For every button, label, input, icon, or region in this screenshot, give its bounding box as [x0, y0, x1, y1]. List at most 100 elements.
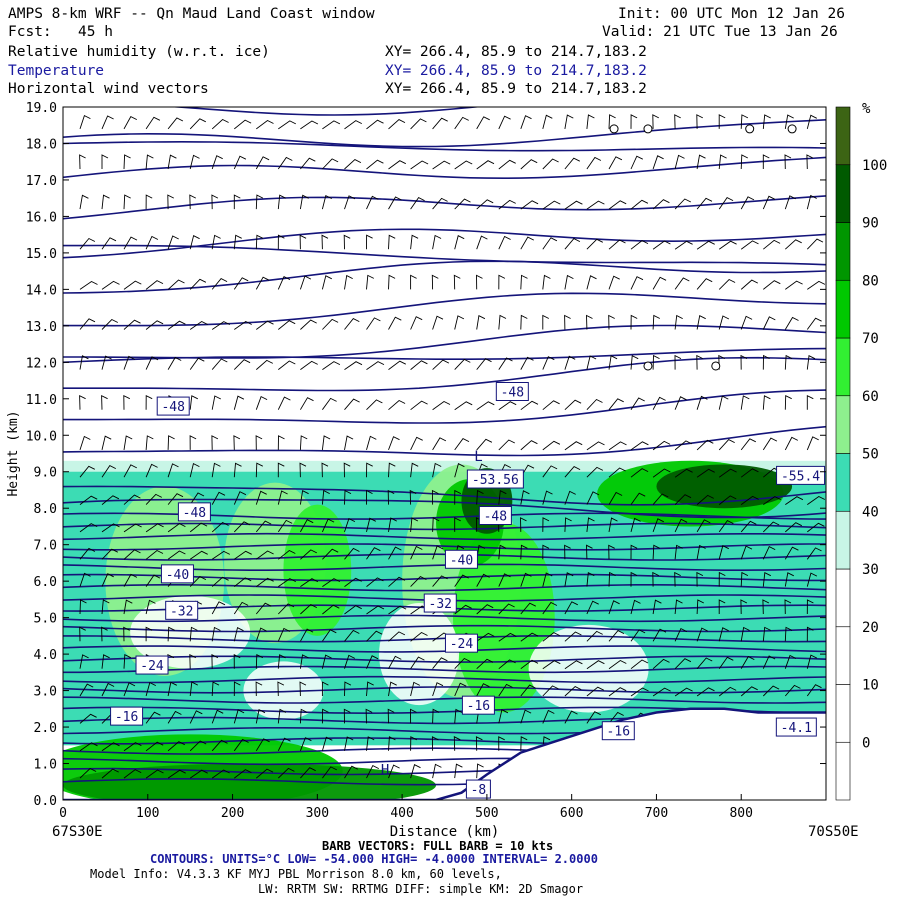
wind-barb [211, 681, 220, 697]
contour-legend: CONTOURS: UNITS=°C LOW= -54.000 HIGH= -4… [150, 852, 598, 866]
wind-barb [630, 114, 638, 129]
wind-barb [542, 400, 560, 411]
wind-barb [101, 115, 114, 130]
wind-barb [674, 658, 692, 670]
wind-barb [101, 548, 119, 560]
wind-barb [167, 710, 182, 724]
wind-barb [410, 545, 423, 560]
wind-barb [299, 490, 309, 505]
wind-barb [300, 578, 319, 587]
temperature-contour [167, 107, 483, 116]
wind-barb [498, 709, 509, 724]
wind-barb [432, 682, 444, 697]
wind-barb [476, 315, 486, 330]
wind-barb [277, 234, 285, 250]
y-tick-label: 9.0 [34, 466, 57, 481]
temperature-contour [63, 675, 826, 684]
wind-barb [696, 197, 713, 210]
contour-label: -24 [444, 633, 478, 653]
wind-barb [277, 156, 293, 170]
wind-barb [586, 466, 604, 478]
wind-barb [277, 519, 293, 533]
wind-barb [167, 356, 182, 370]
wind-barb [498, 159, 516, 170]
wind-barb [674, 599, 683, 615]
wind-barb [388, 736, 396, 751]
wind-barb [696, 114, 704, 129]
wind-barb [299, 681, 307, 697]
wind-barb [233, 653, 241, 669]
wind-barb [211, 653, 219, 669]
wind-barb [586, 686, 605, 697]
wind-barb [409, 489, 417, 505]
temperature-contour [63, 543, 826, 551]
wind-barb [674, 354, 682, 370]
wind-barb [167, 493, 184, 505]
wind-barb [410, 436, 423, 451]
temperature-contour [63, 260, 826, 294]
wind-barb [762, 655, 776, 669]
temperature-contour [63, 244, 826, 266]
wind-barb [101, 154, 109, 169]
wind-barb [189, 522, 208, 533]
wind-barb [123, 494, 141, 505]
x-tick-label: 400 [390, 806, 413, 821]
temperature-contour [63, 195, 826, 220]
wind-barb [431, 489, 439, 505]
wind-barb [586, 491, 600, 505]
wind-barb [167, 235, 179, 250]
contour-label: -48 [478, 506, 512, 526]
wind-barb [762, 437, 778, 451]
wind-barb [189, 462, 200, 478]
wind-barb [189, 550, 208, 560]
wind-barb [277, 737, 291, 751]
contour-label-box [444, 549, 478, 569]
wind-barb [410, 462, 419, 478]
wind-barb [233, 234, 242, 250]
y-tick-label: 8.0 [34, 502, 57, 517]
wind-barb [520, 200, 539, 210]
wind-barb [101, 318, 119, 330]
wind-barb [410, 708, 417, 724]
wind-barb [344, 159, 362, 170]
contour-label: -8 [465, 779, 491, 799]
y-tick-label: 16.0 [26, 210, 57, 225]
temperature-contour [63, 584, 826, 592]
field-temp-xy: XY= 266.4, 85.9 to 214.7,183.2 [385, 63, 647, 79]
wind-barb [674, 571, 681, 587]
temperature-contour [63, 665, 826, 674]
wind-barb [366, 317, 381, 330]
wind-barb [674, 518, 688, 533]
wind-barb [300, 604, 318, 615]
wind-barb [321, 275, 333, 290]
wind-barb [211, 601, 226, 615]
wind-barb [101, 465, 117, 478]
wind-barb [79, 713, 97, 724]
wind-barb [234, 577, 252, 587]
wind-barb [763, 280, 781, 290]
wind-barb [806, 684, 822, 697]
wind-barb [366, 399, 383, 411]
wind-barb [454, 763, 463, 779]
wind-barb [806, 626, 814, 642]
temperature-contour [63, 324, 826, 359]
wind-barb [300, 519, 314, 533]
y-tick-label: 5.0 [34, 612, 57, 627]
temperature-contour [63, 156, 826, 180]
wind-barb [718, 240, 737, 250]
temperature-contour [63, 119, 826, 148]
contour-label: -4.1 [775, 717, 817, 737]
wind-barb [211, 521, 229, 533]
wind-barb [806, 654, 818, 669]
wind-barb [211, 194, 219, 210]
wind-barb [674, 154, 685, 170]
wind-barb [608, 571, 616, 587]
wind-barb [233, 277, 249, 290]
wind-barb [652, 493, 669, 505]
contour-label-text: -16 [115, 710, 138, 725]
contour-label-text: -48 [484, 510, 507, 525]
x-tick-label: 100 [136, 806, 159, 821]
wind-barb [762, 521, 780, 533]
wind-barb [233, 627, 244, 642]
